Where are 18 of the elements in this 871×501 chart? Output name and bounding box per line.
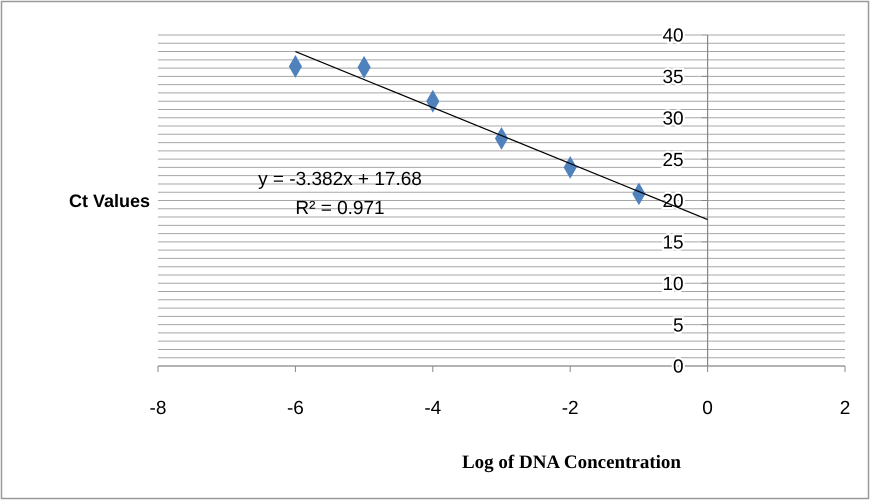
y-tick-label: 10 — [662, 274, 684, 295]
x-tick-label: 2 — [840, 398, 850, 419]
x-tick-label: -6 — [286, 398, 304, 419]
x-tick-label: -8 — [150, 398, 166, 419]
annotation: y = -3.382x + 17.68 — [258, 169, 422, 190]
y-tick-label: 5 — [673, 315, 684, 336]
x-tick-label: 0 — [702, 398, 713, 419]
y-tick-label: 15 — [662, 232, 684, 254]
annotation: R² = 0.971 — [295, 198, 385, 219]
y-tick-label: 35 — [662, 67, 684, 88]
y-tick-label: 30 — [662, 108, 684, 130]
y-tick-label: 0 — [673, 356, 684, 378]
y-tick-label: 40 — [662, 26, 684, 47]
x-tick-label: -4 — [424, 398, 442, 419]
y-axis-title: Ct Values — [68, 190, 150, 211]
x-tick-label: -2 — [562, 398, 579, 419]
x-axis-title: Log of DNA Concentration — [462, 452, 682, 473]
y-tick-label: 25 — [662, 150, 684, 171]
